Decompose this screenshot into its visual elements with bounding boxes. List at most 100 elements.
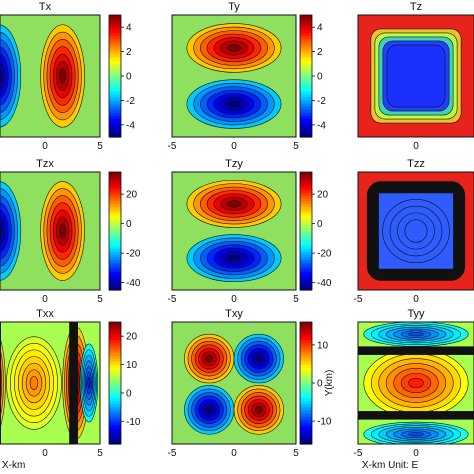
colorbar-segment — [300, 57, 312, 62]
colorbar-segment — [109, 204, 121, 208]
colorbar-tick-label: -2 — [126, 96, 135, 107]
colorbar-segment — [300, 437, 312, 442]
colorbar-segment — [109, 373, 121, 378]
colorbar-segment — [109, 392, 121, 396]
colorbar-segment — [109, 370, 121, 375]
colorbar-frame — [108, 171, 122, 291]
x-tick-label: 0 — [231, 141, 237, 152]
colorbar-segment — [300, 383, 312, 387]
colorbar-segment — [300, 189, 312, 194]
colorbar-segment — [109, 248, 121, 253]
x-tick-label: -5 — [354, 448, 363, 459]
colorbar-segment — [300, 66, 312, 71]
colorbar-segment — [300, 440, 312, 445]
colorbar-tick-label: -20 — [126, 249, 141, 260]
colorbar-segment — [109, 198, 121, 203]
panel-tzy: Tzy -5 0 5 20 0 -20 -40 — [168, 158, 332, 305]
colorbar-segment — [300, 272, 312, 276]
colorbar-segment — [300, 401, 312, 405]
colorbar-segment — [109, 284, 121, 288]
colorbar-segment — [109, 88, 121, 92]
x-tick-label: -5 — [354, 294, 363, 305]
colorbar-tick-label: 10 — [126, 360, 138, 371]
colorbar-segment — [300, 245, 312, 250]
colorbar-segment — [109, 254, 121, 259]
colorbar-segment — [109, 367, 121, 372]
colorbar-segment — [109, 334, 121, 338]
colorbar-segment — [109, 79, 121, 83]
colorbar-segment — [109, 398, 121, 402]
colorbar-segment — [300, 287, 312, 291]
panel-title: Tx — [39, 1, 52, 13]
colorbar-segment — [300, 275, 312, 279]
colorbar-segment — [109, 278, 121, 282]
colorbar-segment — [300, 343, 312, 347]
colorbar-segment — [300, 434, 312, 439]
colorbar-tick-label: 0 — [317, 379, 323, 390]
colorbar-segment — [109, 60, 121, 65]
colorbar-segment — [300, 36, 312, 40]
panel-title: Tz — [410, 1, 422, 13]
colorbar-segment — [300, 115, 312, 120]
colorbar-segment — [109, 242, 121, 247]
contour-lobe-3 — [29, 376, 39, 390]
colorbar-segment — [109, 91, 121, 95]
colorbar-segment — [300, 389, 312, 393]
colorbar-segment — [109, 109, 121, 114]
panel-frame — [357, 321, 474, 445]
colorbar-segment — [109, 355, 121, 360]
panel-frame — [0, 321, 101, 445]
colorbar-segment — [109, 103, 121, 108]
colorbar-segment — [109, 69, 121, 74]
colorbar-segment — [300, 355, 312, 360]
colorbar-segment — [300, 407, 312, 412]
colorbar-segment — [109, 225, 121, 229]
heatmap-field — [0, 322, 100, 444]
panel-txx: Txx 0 5 X-km 20 10 0 -10 — [0, 308, 141, 471]
colorbar-segment — [109, 386, 121, 390]
contour-lobe-0 — [226, 200, 242, 208]
colorbar-segment — [300, 373, 312, 378]
colorbar-segment — [109, 66, 121, 71]
heatmap-field — [358, 172, 474, 290]
colorbar-segment — [109, 192, 121, 197]
colorbar-segment — [109, 287, 121, 291]
heatmap-field — [172, 15, 296, 137]
colorbar-segment — [300, 60, 312, 65]
colorbar-segment — [300, 334, 312, 338]
colorbar-segment — [300, 398, 312, 402]
colorbar-segment — [300, 269, 312, 273]
colorbar-segment — [300, 242, 312, 247]
colorbar-tick-label: -10 — [126, 417, 141, 428]
colorbar-segment — [300, 358, 312, 363]
colorbar-tick-label: -4 — [126, 120, 135, 131]
colorbar-segment — [300, 91, 312, 95]
contour-lobe-3 — [254, 406, 263, 414]
colorbar-segment — [300, 428, 312, 433]
colorbar-segment — [109, 57, 121, 62]
colorbar-segment — [300, 21, 312, 25]
colorbar-segment — [109, 233, 121, 238]
x-tick-label: -5 — [168, 448, 177, 459]
colorbar-segment — [300, 361, 312, 366]
colorbar-segment — [109, 437, 121, 442]
colorbar-segment — [109, 189, 121, 194]
colorbar-segment — [109, 42, 121, 47]
x-tick-label: 5 — [293, 141, 299, 152]
colorbar-segment — [109, 127, 121, 132]
contour-lobe-0 — [408, 377, 424, 389]
x-tick-label: 0 — [413, 448, 419, 459]
colorbar-segment — [300, 88, 312, 92]
colorbar-tick-label: -4 — [317, 120, 326, 131]
x-tick-label: 0 — [42, 448, 48, 459]
colorbar-segment — [109, 30, 121, 34]
panel-title: Tzz — [407, 158, 425, 170]
colorbar-segment — [109, 36, 121, 40]
colorbar-segment — [300, 254, 312, 259]
colorbar-segment — [300, 236, 312, 241]
colorbar-segment — [109, 281, 121, 285]
colorbar-segment — [300, 177, 312, 182]
colorbar-segment — [109, 266, 121, 270]
colorbar-segment — [109, 63, 121, 68]
colorbar-segment — [300, 103, 312, 108]
